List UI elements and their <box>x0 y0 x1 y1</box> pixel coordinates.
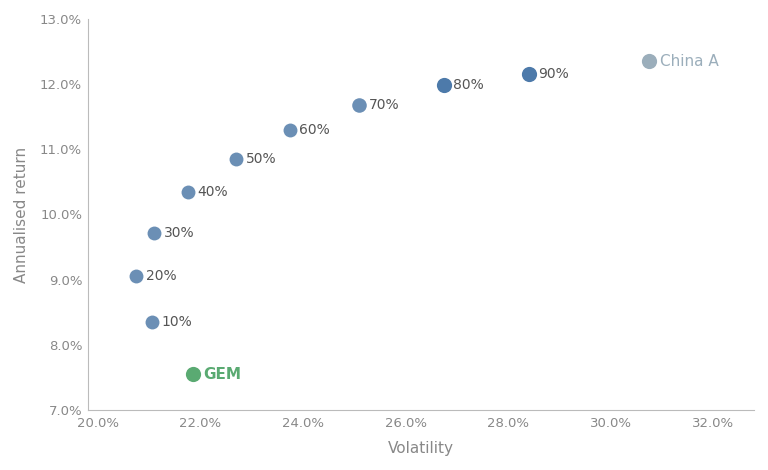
Point <box>438 82 450 89</box>
Text: 80%: 80% <box>453 78 484 93</box>
Text: 30%: 30% <box>164 226 194 240</box>
Point <box>284 126 296 133</box>
Text: China A: China A <box>660 54 719 69</box>
Point <box>522 70 535 78</box>
Text: 90%: 90% <box>538 67 568 81</box>
Point <box>187 370 199 378</box>
X-axis label: Volatility: Volatility <box>388 441 454 456</box>
Point <box>643 57 655 65</box>
Point <box>131 273 143 280</box>
Text: 50%: 50% <box>246 152 276 166</box>
Text: 70%: 70% <box>369 98 399 112</box>
Text: 20%: 20% <box>146 269 176 283</box>
Y-axis label: Annualised return: Annualised return <box>14 147 29 282</box>
Point <box>181 188 194 196</box>
Point <box>148 229 161 236</box>
Point <box>146 318 158 326</box>
Point <box>230 155 243 163</box>
Point <box>353 101 366 109</box>
Text: 10%: 10% <box>161 315 192 329</box>
Text: 60%: 60% <box>300 123 330 137</box>
Text: GEM: GEM <box>203 367 241 382</box>
Text: 40%: 40% <box>197 185 227 199</box>
